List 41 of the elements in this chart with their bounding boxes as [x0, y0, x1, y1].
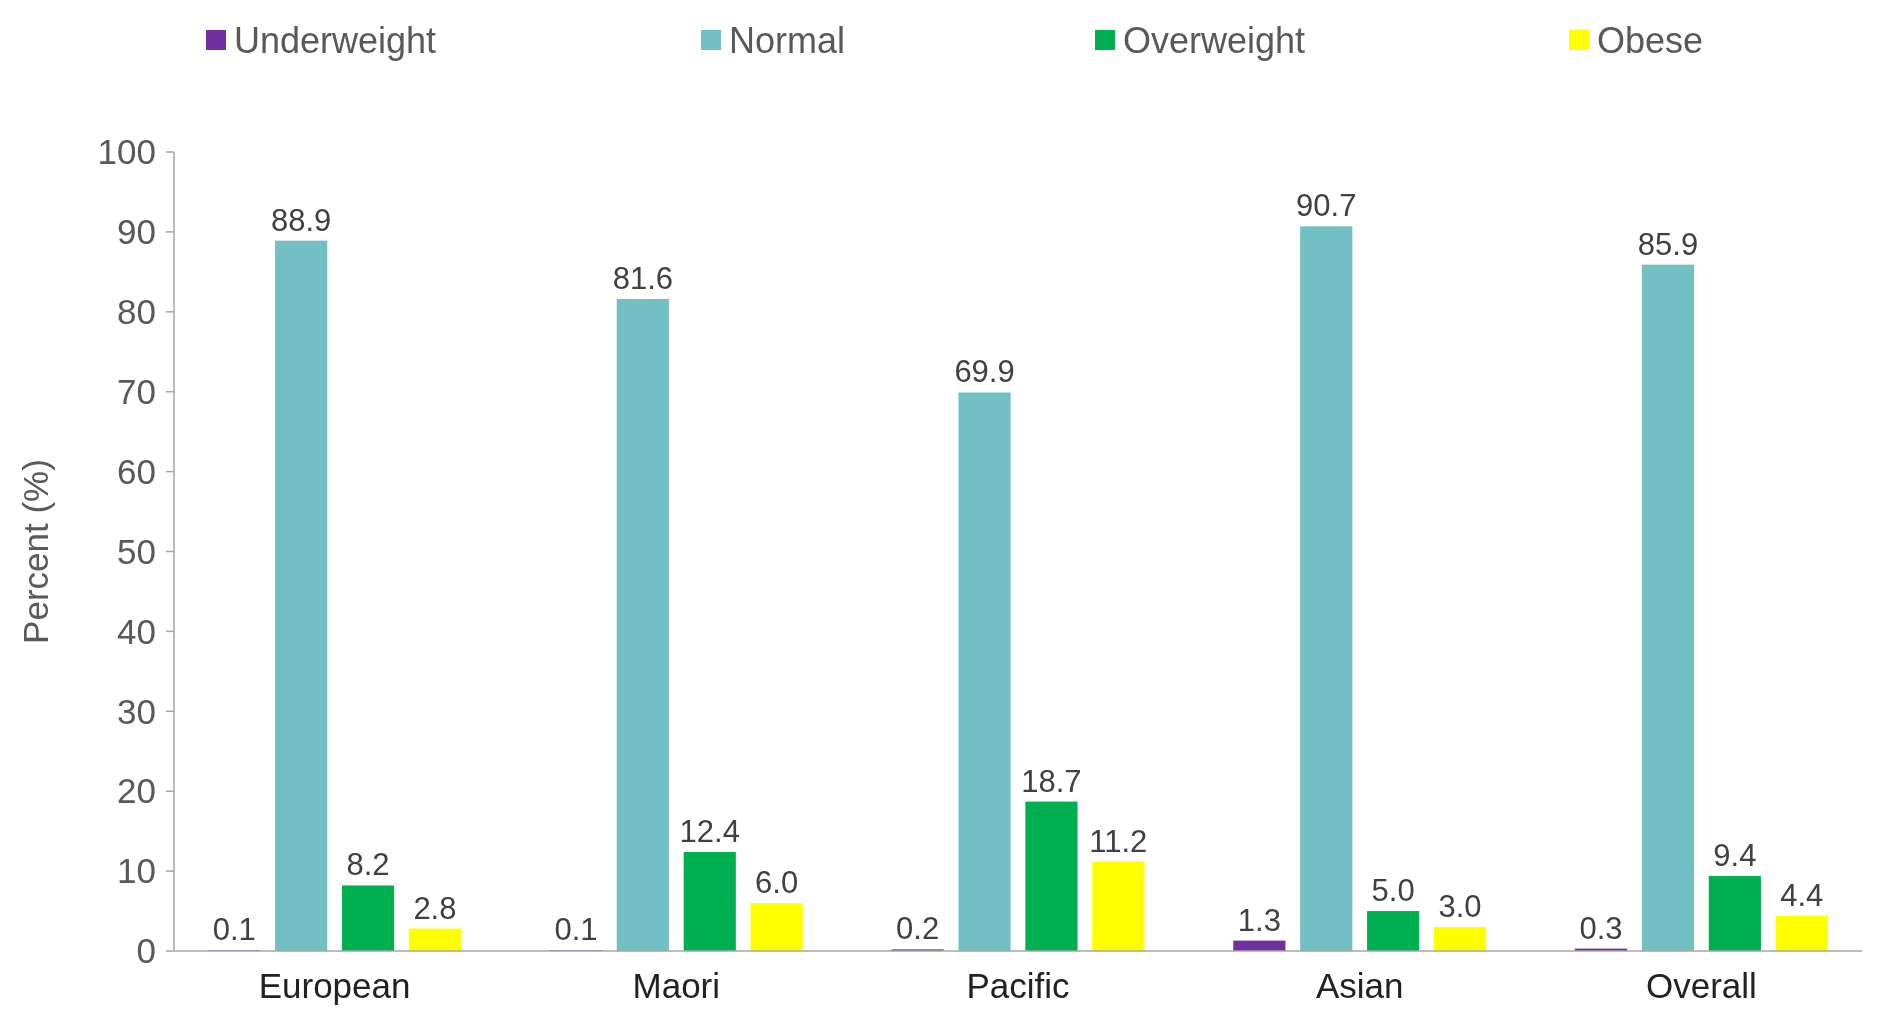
y-tick-label: 50: [117, 531, 156, 571]
data-label: 88.9: [270, 202, 332, 238]
legend-label: Normal: [729, 19, 846, 61]
x-tick-label: Pacific: [966, 966, 1070, 1005]
legend-label: Underweight: [234, 19, 437, 61]
y-tick-label: 40: [117, 611, 156, 651]
legend-label: Overweight: [1123, 19, 1306, 61]
y-tick-label: 90: [117, 212, 156, 252]
data-label: 81.6: [612, 261, 674, 297]
data-label: 4.4: [1780, 877, 1824, 913]
data-label: 0.1: [212, 912, 256, 948]
data-label: 90.7: [1296, 188, 1357, 224]
data-label: 5.0: [1371, 873, 1415, 909]
y-tick-label: 60: [117, 451, 156, 491]
x-tick-label: European: [258, 966, 411, 1005]
data-label: 0.2: [896, 911, 940, 947]
data-label: 11.2: [1089, 823, 1148, 859]
y-tick-label: 30: [117, 691, 156, 731]
y-tick-label: 0: [136, 931, 156, 971]
data-label: 9.4: [1713, 837, 1757, 873]
x-tick-label: Overall: [1645, 966, 1757, 1005]
y-tick-label: 20: [117, 771, 156, 811]
y-axis-title: Percent (%): [16, 459, 55, 644]
x-tick-label: Asian: [1315, 966, 1404, 1005]
data-label: 0.3: [1579, 910, 1623, 946]
data-label: 85.9: [1637, 226, 1699, 262]
x-tick-label: Maori: [632, 966, 721, 1005]
data-label: 8.2: [346, 847, 390, 883]
data-label: 12.4: [679, 813, 740, 849]
legend-label: Obese: [1597, 19, 1704, 61]
data-label: 69.9: [954, 354, 1015, 390]
data-label: 2.8: [413, 890, 457, 926]
data-label: 0.1: [554, 912, 598, 948]
y-tick-label: 80: [117, 292, 156, 332]
data-label: 1.3: [1237, 902, 1281, 938]
data-label: 6.0: [755, 865, 799, 901]
y-tick-label: 10: [117, 851, 156, 891]
y-tick-label: 100: [97, 132, 156, 172]
data-label: 3.0: [1438, 889, 1482, 925]
y-tick-label: 70: [117, 371, 156, 411]
data-label: 18.7: [1021, 763, 1082, 799]
